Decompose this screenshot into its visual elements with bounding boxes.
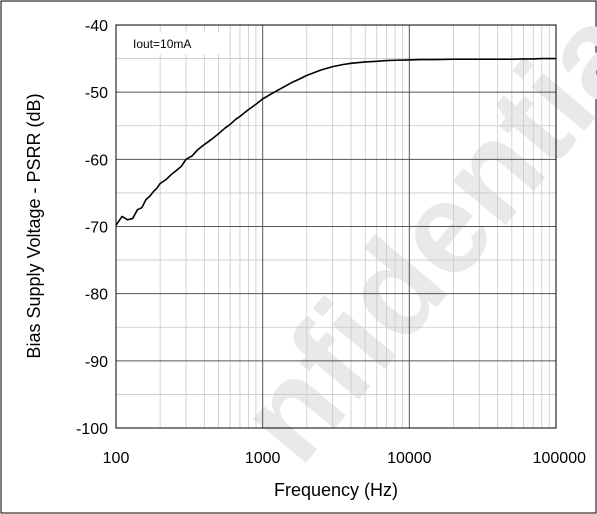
y-tick-label: -100 [76, 421, 108, 438]
x-tick-labels: 100 1000 10000 100000 [103, 450, 586, 467]
y-tick-label: -40 [85, 18, 108, 35]
x-tick-label: 10000 [387, 450, 432, 467]
y-axis-title: Bias Supply Voltage - PSRR (dB) [24, 93, 44, 358]
x-axis-title: Frequency (Hz) [274, 480, 398, 500]
y-tick-labels: -100 -90 -80 -70 -60 -50 -40 [76, 18, 108, 438]
series-layer [115, 57, 556, 226]
plot-frame [115, 24, 557, 429]
y-tick-label: -70 [85, 220, 108, 237]
annotation-box [125, 32, 223, 54]
y-tick-label: -90 [85, 354, 108, 371]
x-tick-label: 100000 [533, 450, 586, 467]
series-line-psrr [115, 57, 556, 226]
x-tick-label: 100 [103, 450, 130, 467]
annotation-iout: Iout=10mA [133, 37, 191, 51]
y-tick-label: -60 [85, 152, 108, 169]
x-tick-label: 1000 [245, 450, 281, 467]
y-tick-label: -50 [85, 85, 108, 102]
y-tick-label: -80 [85, 287, 108, 304]
